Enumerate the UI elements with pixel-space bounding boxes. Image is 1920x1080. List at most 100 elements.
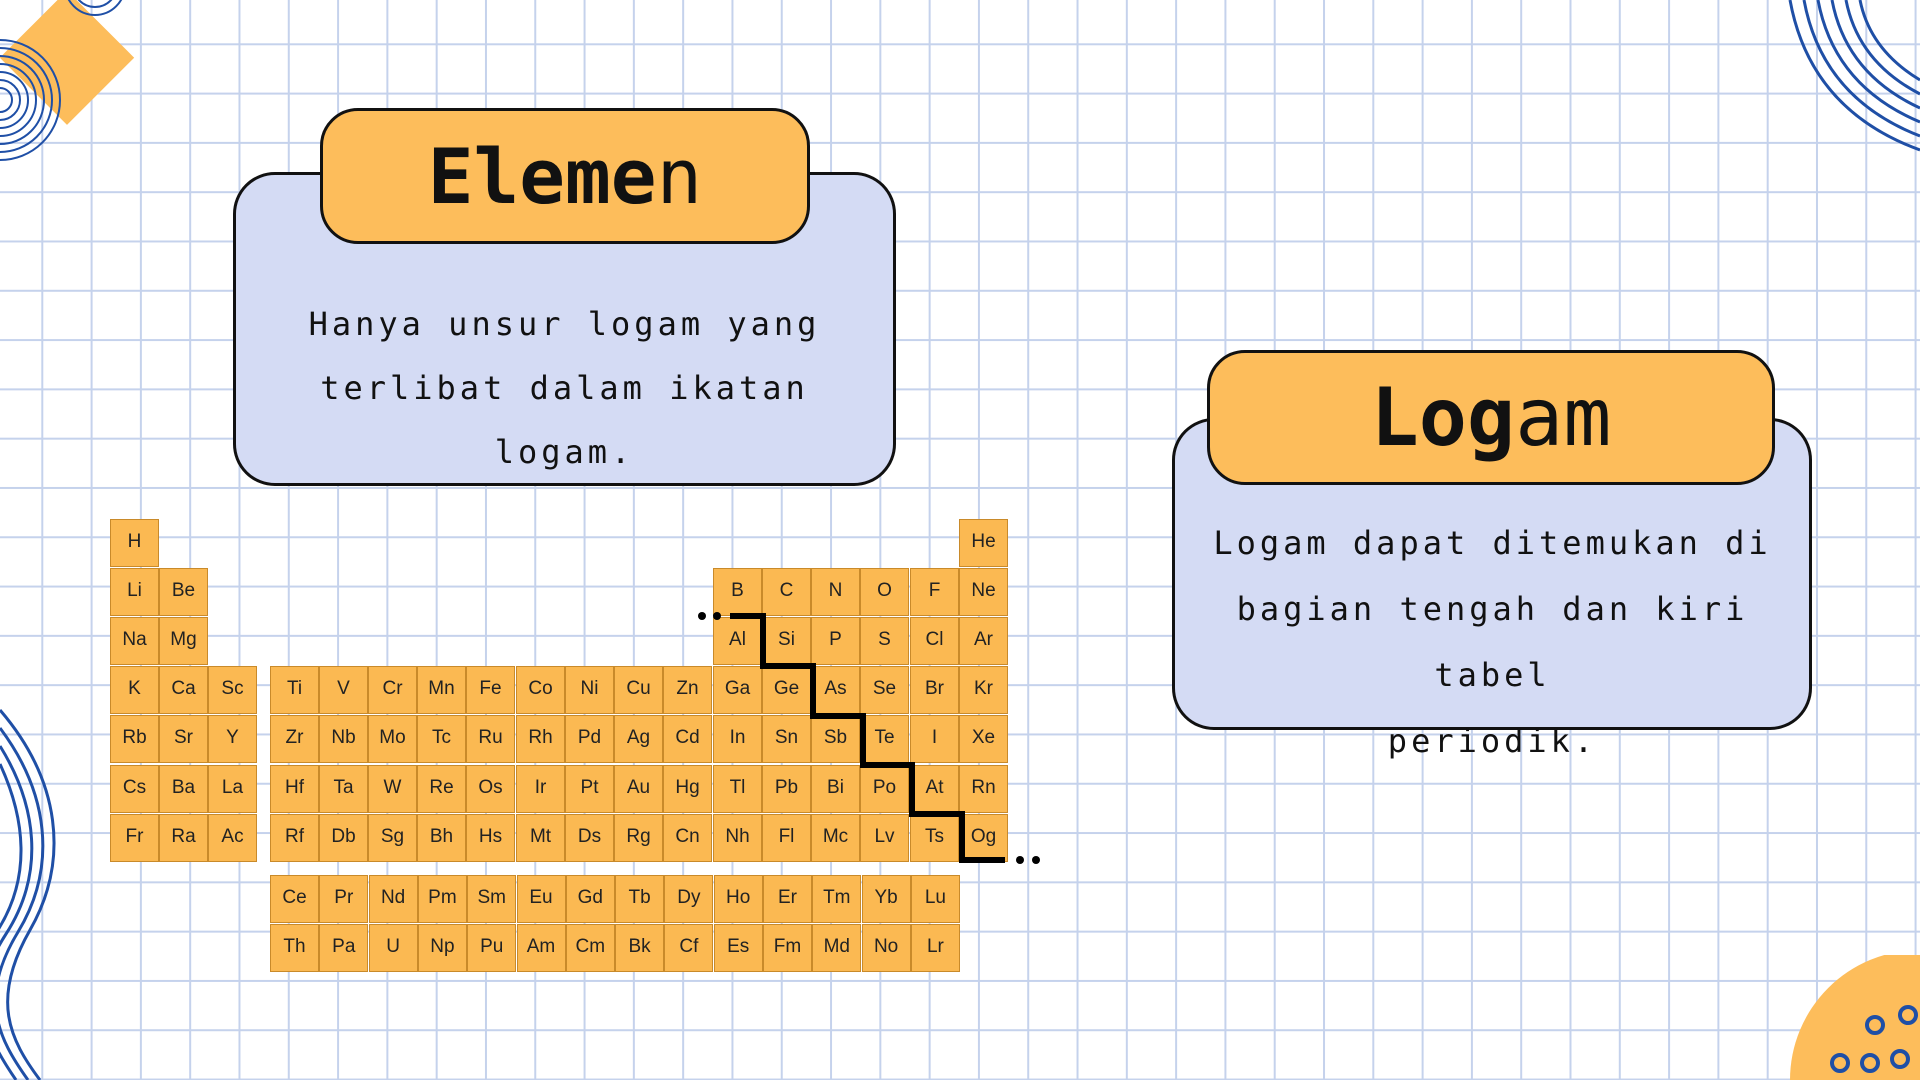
element-symbol: Al [729, 629, 746, 650]
element-cell: Cu [614, 666, 663, 714]
element-symbol: Db [331, 826, 356, 847]
element-symbol: Mt [529, 826, 552, 847]
element-symbol: Br [925, 678, 944, 699]
element-symbol: Th [283, 936, 306, 957]
element-symbol: Fl [778, 826, 795, 847]
elemen-text-line2: terlibat dalam ikatan logam. [320, 369, 809, 471]
element-cell: Pu [467, 924, 517, 972]
element-cell: Y [208, 715, 257, 763]
element-cell: Mo [368, 715, 417, 763]
element-cell: S [860, 617, 909, 665]
element-symbol: Cm [575, 936, 606, 957]
element-cell: Sr [159, 715, 208, 763]
element-symbol: Ag [626, 727, 651, 748]
element-symbol: Zr [285, 727, 304, 748]
element-cell: Rn [959, 765, 1008, 813]
logam-text-line1: Logam dapat ditemukan di [1213, 524, 1772, 562]
element-symbol: Co [528, 678, 553, 699]
element-cell: B [713, 568, 762, 616]
element-symbol: Ac [221, 826, 244, 847]
element-cell: Cr [368, 666, 417, 714]
element-symbol: No [873, 936, 899, 957]
element-symbol: Bk [628, 936, 651, 957]
logam-title-part2: am [1515, 371, 1612, 464]
element-symbol: Cn [675, 826, 700, 847]
element-cell: U [368, 924, 418, 972]
element-cell: Ce [270, 875, 319, 923]
element-cell: As [811, 666, 860, 714]
element-cell: Sb [811, 715, 860, 763]
element-symbol: Pm [428, 887, 457, 908]
element-symbol: F [928, 580, 941, 601]
element-symbol: Fe [479, 678, 502, 699]
element-cell: Np [417, 924, 467, 972]
element-symbol: Cd [675, 727, 700, 748]
element-cell: Th [270, 924, 319, 972]
element-symbol: Lu [924, 887, 946, 908]
element-cell: Ne [959, 568, 1008, 616]
element-cell: Hs [466, 814, 515, 862]
element-cell: Tb [615, 875, 665, 923]
element-cell: In [713, 715, 762, 763]
element-symbol: Pb [774, 777, 799, 798]
element-cell: Lr [910, 924, 960, 972]
element-symbol: Np [430, 936, 455, 957]
element-symbol: Am [526, 936, 556, 957]
element-symbol: Ir [534, 777, 547, 798]
element-symbol: Ar [974, 629, 993, 650]
element-cell: Sm [467, 875, 517, 923]
element-cell: Mn [417, 666, 466, 714]
element-cell: Re [417, 765, 466, 813]
element-symbol: Rh [528, 727, 553, 748]
element-symbol: Tb [628, 887, 651, 908]
element-cell: Ar [959, 617, 1008, 665]
element-symbol: Mg [170, 629, 197, 650]
top-left-decoration [0, 0, 135, 161]
element-cell: Pr [319, 875, 369, 923]
element-symbol: Li [127, 580, 142, 601]
element-cell: Dy [664, 875, 714, 923]
logam-title-tab: Log am [1207, 350, 1775, 485]
element-cell: V [319, 666, 368, 714]
element-cell: K [110, 666, 159, 714]
element-cell: F [910, 568, 959, 616]
element-cell: Au [614, 765, 663, 813]
element-symbol: Eu [529, 887, 553, 908]
element-cell: Mc [811, 814, 860, 862]
element-symbol: Ca [171, 678, 196, 699]
bottom-right-decoration [1790, 955, 1920, 1080]
element-cell: Yb [861, 875, 911, 923]
element-symbol: Sg [380, 826, 405, 847]
element-symbol: Tc [432, 727, 451, 748]
element-symbol: Cs [122, 777, 147, 798]
element-symbol: K [128, 678, 141, 699]
element-symbol: Ge [773, 678, 800, 699]
element-symbol: Te [874, 727, 895, 748]
element-symbol: Na [122, 629, 147, 650]
element-symbol: Ta [333, 777, 354, 798]
element-cell: Sg [368, 814, 417, 862]
element-cell: Hg [663, 765, 712, 813]
element-cell: Nh [713, 814, 762, 862]
element-cell: Ac [208, 814, 257, 862]
element-symbol: Si [778, 629, 795, 650]
element-cell: Al [713, 617, 762, 665]
element-cell: Ga [713, 666, 762, 714]
element-cell: Ti [270, 666, 319, 714]
element-cell: Pt [565, 765, 614, 813]
element-cell: Mt [516, 814, 565, 862]
element-symbol: Ti [286, 678, 303, 699]
element-cell: Nb [319, 715, 368, 763]
element-cell: Ca [159, 666, 208, 714]
element-symbol: Os [478, 777, 503, 798]
element-symbol: Hg [675, 777, 700, 798]
element-symbol: Pa [332, 936, 356, 957]
element-symbol: In [729, 727, 746, 748]
element-symbol: Sm [477, 887, 506, 908]
element-symbol: Pu [480, 936, 504, 957]
element-cell: H [110, 519, 159, 567]
element-symbol: Mc [822, 826, 849, 847]
logam-title-part1: Log [1370, 371, 1516, 464]
element-cell: Og [959, 814, 1008, 862]
element-symbol: S [878, 629, 891, 650]
